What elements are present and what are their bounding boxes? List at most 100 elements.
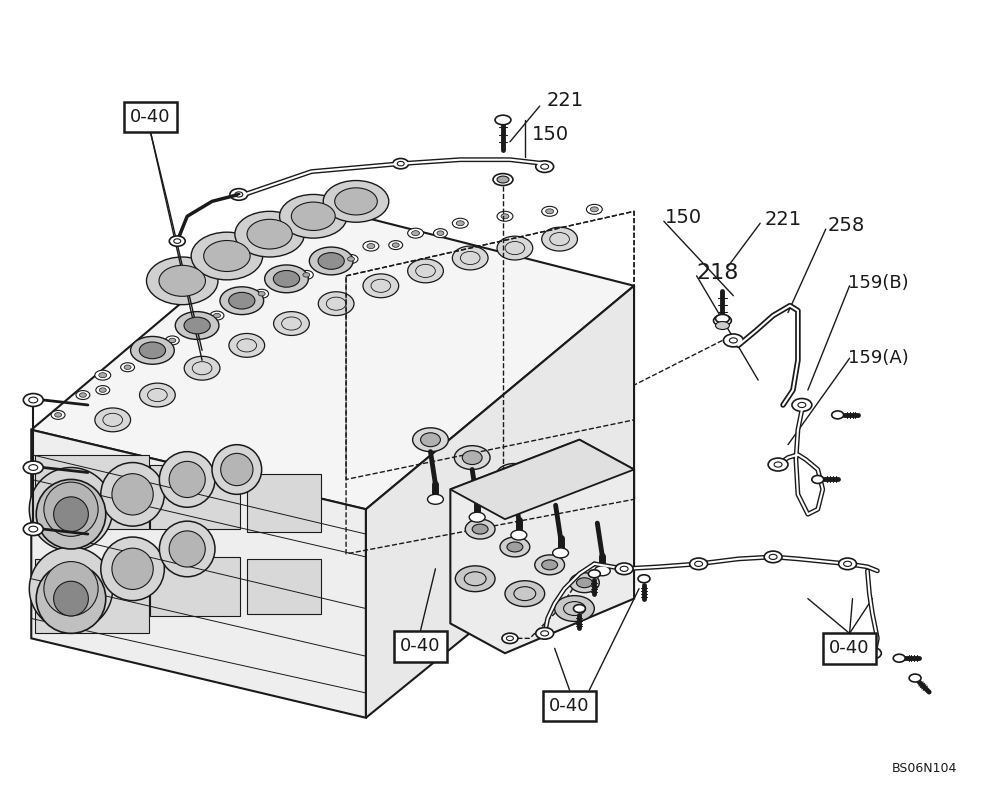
Ellipse shape xyxy=(579,499,615,523)
Polygon shape xyxy=(450,440,634,654)
Ellipse shape xyxy=(212,445,262,494)
Ellipse shape xyxy=(23,522,43,535)
Ellipse shape xyxy=(95,370,111,380)
Ellipse shape xyxy=(175,312,219,339)
Ellipse shape xyxy=(291,202,335,230)
Ellipse shape xyxy=(191,232,263,280)
Ellipse shape xyxy=(413,428,448,452)
Ellipse shape xyxy=(792,398,812,411)
Ellipse shape xyxy=(112,548,153,590)
Ellipse shape xyxy=(594,566,610,576)
Ellipse shape xyxy=(715,314,729,322)
Ellipse shape xyxy=(472,524,488,534)
Ellipse shape xyxy=(101,537,164,601)
Ellipse shape xyxy=(590,207,598,212)
Ellipse shape xyxy=(465,519,495,539)
Bar xyxy=(247,474,321,532)
Ellipse shape xyxy=(456,221,464,226)
Text: 0-40: 0-40 xyxy=(549,697,590,715)
Ellipse shape xyxy=(501,214,509,218)
Ellipse shape xyxy=(570,573,599,593)
Ellipse shape xyxy=(230,189,248,200)
Ellipse shape xyxy=(454,446,490,470)
Ellipse shape xyxy=(576,578,592,588)
Ellipse shape xyxy=(210,311,224,320)
Ellipse shape xyxy=(428,494,443,504)
Ellipse shape xyxy=(335,188,377,215)
Ellipse shape xyxy=(452,218,468,228)
Ellipse shape xyxy=(139,342,166,358)
Ellipse shape xyxy=(184,317,210,334)
Ellipse shape xyxy=(536,161,554,173)
Ellipse shape xyxy=(615,563,633,574)
Text: 221: 221 xyxy=(547,90,584,110)
Ellipse shape xyxy=(79,393,86,398)
Ellipse shape xyxy=(497,211,513,222)
Text: 0-40: 0-40 xyxy=(130,108,171,126)
Ellipse shape xyxy=(247,219,292,249)
Ellipse shape xyxy=(496,463,532,487)
Ellipse shape xyxy=(274,312,309,335)
Ellipse shape xyxy=(184,356,220,380)
Polygon shape xyxy=(31,430,366,718)
Ellipse shape xyxy=(55,413,62,417)
Ellipse shape xyxy=(500,537,530,557)
Ellipse shape xyxy=(573,605,585,613)
Ellipse shape xyxy=(497,236,533,260)
Ellipse shape xyxy=(555,596,594,622)
Ellipse shape xyxy=(96,386,110,394)
Ellipse shape xyxy=(812,475,824,483)
Ellipse shape xyxy=(535,555,565,574)
Ellipse shape xyxy=(265,265,308,293)
Ellipse shape xyxy=(588,570,600,578)
Ellipse shape xyxy=(165,336,179,345)
Text: 159(B): 159(B) xyxy=(848,274,908,292)
Ellipse shape xyxy=(714,315,731,326)
Text: 221: 221 xyxy=(764,210,801,229)
Ellipse shape xyxy=(893,654,905,662)
Text: 150: 150 xyxy=(665,208,702,226)
Ellipse shape xyxy=(318,253,344,270)
Ellipse shape xyxy=(462,450,482,465)
Ellipse shape xyxy=(51,410,65,419)
Ellipse shape xyxy=(715,322,729,330)
Ellipse shape xyxy=(363,274,399,298)
Ellipse shape xyxy=(233,296,241,301)
Ellipse shape xyxy=(169,236,185,246)
Ellipse shape xyxy=(839,558,857,570)
Ellipse shape xyxy=(587,504,607,518)
Ellipse shape xyxy=(437,231,444,235)
Ellipse shape xyxy=(538,482,573,506)
Ellipse shape xyxy=(169,462,205,498)
Bar xyxy=(150,465,240,529)
Ellipse shape xyxy=(553,548,569,558)
Ellipse shape xyxy=(36,564,106,634)
Ellipse shape xyxy=(542,560,558,570)
Ellipse shape xyxy=(44,562,98,616)
Ellipse shape xyxy=(131,337,174,364)
Ellipse shape xyxy=(421,433,440,446)
Ellipse shape xyxy=(29,547,113,630)
Polygon shape xyxy=(450,440,634,519)
Ellipse shape xyxy=(536,627,554,639)
Text: 218: 218 xyxy=(697,263,739,283)
Ellipse shape xyxy=(768,458,788,471)
Ellipse shape xyxy=(23,394,43,406)
Ellipse shape xyxy=(169,338,176,342)
Ellipse shape xyxy=(723,334,743,347)
Ellipse shape xyxy=(542,227,577,251)
Ellipse shape xyxy=(36,479,106,549)
Polygon shape xyxy=(31,202,634,510)
Ellipse shape xyxy=(542,206,558,216)
Ellipse shape xyxy=(318,292,354,315)
Ellipse shape xyxy=(54,582,88,616)
Ellipse shape xyxy=(221,454,253,486)
Ellipse shape xyxy=(303,273,310,277)
Ellipse shape xyxy=(863,647,881,659)
Ellipse shape xyxy=(455,566,495,592)
Ellipse shape xyxy=(363,241,379,251)
Ellipse shape xyxy=(204,241,250,271)
Ellipse shape xyxy=(274,274,289,284)
Ellipse shape xyxy=(497,176,509,183)
Ellipse shape xyxy=(348,257,355,262)
